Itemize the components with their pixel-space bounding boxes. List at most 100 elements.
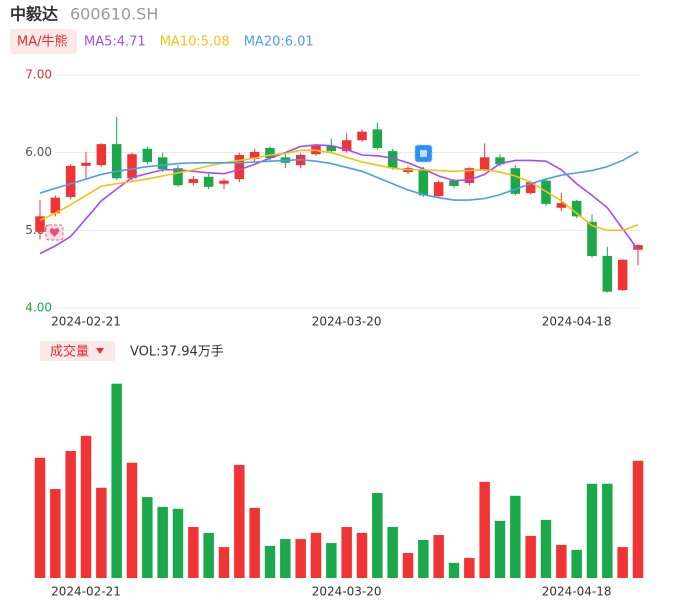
candle-body (341, 140, 352, 152)
candle-body (173, 168, 183, 186)
volume-bar (602, 483, 613, 578)
volume-bar (157, 506, 168, 578)
candle-body (35, 216, 45, 232)
volume-legend: VOL:37.94万手 (130, 345, 224, 360)
candle-body (633, 245, 643, 250)
candle-body (449, 180, 459, 187)
x-tick-label: 2024-04-18 (542, 585, 612, 599)
x-tick-label: 2024-02-21 (51, 315, 121, 329)
candle-body (127, 154, 137, 179)
volume-bar (402, 552, 414, 578)
ma-line (39, 149, 639, 232)
candle-body (219, 180, 229, 184)
volume-bar (556, 544, 567, 578)
ma-button[interactable]: MA/牛熊 (17, 34, 68, 50)
x-tick-label: 2024-02-21 (51, 585, 121, 599)
volume-bar (34, 457, 46, 578)
volume-bar (310, 532, 322, 578)
legend-entry: MA5:4.71 (84, 35, 146, 50)
stock-code: 600610.SH (70, 5, 158, 24)
candle-body (357, 131, 367, 141)
candle-body (203, 176, 214, 187)
candle-body (234, 154, 245, 180)
volume-bar (172, 508, 184, 578)
candle-body (326, 145, 337, 152)
candle-body (525, 182, 536, 194)
volume-bar (525, 535, 536, 578)
ma-button-bg[interactable] (10, 29, 77, 54)
candle-body (587, 221, 597, 256)
candle-body (479, 157, 490, 170)
signal-icon (45, 224, 64, 241)
ma-line (39, 151, 639, 201)
volume-bar (126, 462, 138, 578)
y-tick-label: 7.00 (25, 68, 52, 82)
volume-bar (448, 562, 460, 578)
y-tick-label: 6.00 (25, 145, 52, 159)
candle-body (50, 197, 61, 214)
volume-bar (218, 547, 230, 578)
volume-button[interactable]: 成交量 (50, 344, 89, 360)
candle-body (81, 162, 91, 166)
candle-body (464, 168, 475, 183)
candle-body (571, 200, 582, 217)
volume-button-bg[interactable] (40, 341, 115, 361)
volume-bar (418, 539, 429, 578)
legend-entry: MA20:6.01 (244, 35, 314, 50)
x-tick-label: 2024-03-20 (312, 585, 382, 599)
volume-bar (142, 497, 153, 578)
volume-bar (295, 539, 306, 578)
candle-body (372, 129, 383, 149)
candle-body (556, 203, 567, 208)
volume-bar (586, 483, 598, 578)
candle-body (65, 165, 76, 197)
candle-body (96, 144, 107, 166)
volume-bar (280, 539, 291, 578)
volume-bar (356, 532, 368, 578)
volume-bar (111, 383, 122, 578)
candle-body (249, 151, 260, 159)
volume-bar (65, 451, 76, 578)
candle-body (142, 148, 153, 162)
volume-bar (326, 543, 337, 578)
candle-body (111, 144, 122, 179)
candle-body (433, 182, 444, 197)
signal-icon-mark (420, 150, 427, 157)
candle-body (418, 169, 429, 196)
volume-bar (264, 545, 276, 578)
x-tick-label: 2024-04-18 (542, 315, 612, 329)
volume-bar (234, 464, 245, 578)
signal-icon-heart (49, 228, 60, 237)
volume-bar (632, 460, 644, 578)
dropdown-arrow[interactable] (96, 348, 104, 354)
volume-bar (96, 487, 107, 578)
candle-body (602, 255, 613, 292)
signal-icon (414, 144, 433, 163)
volume-bar (249, 507, 260, 578)
volume-bar (188, 527, 199, 578)
x-tick-label: 2024-03-20 (312, 315, 382, 329)
volume-bar (479, 481, 490, 578)
stock-name: 中毅达 (10, 5, 58, 24)
volume-bar (510, 495, 521, 578)
candle-body (387, 151, 398, 169)
volume-bar (571, 549, 582, 578)
volume-bar (617, 547, 628, 578)
legend-entry: MA10:5.08 (160, 35, 230, 50)
candle-body (188, 179, 199, 183)
volume-bar (203, 532, 214, 578)
volume-bar (341, 527, 352, 578)
candle-body (495, 157, 505, 165)
volume-bar (372, 493, 383, 578)
volume-bar (433, 535, 444, 578)
candle-body (617, 259, 628, 291)
y-tick-label: 4.00 (25, 301, 52, 315)
candle-body (265, 148, 275, 159)
volume-bar (494, 520, 506, 578)
volume-bar (540, 519, 552, 578)
ma-line (39, 144, 639, 255)
volume-bar (387, 527, 398, 578)
volume-bar (464, 557, 475, 578)
candle-body (510, 168, 521, 194)
